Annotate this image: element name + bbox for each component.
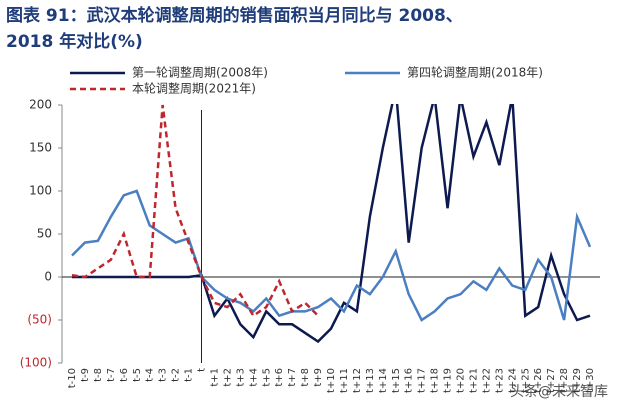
x-tick-label: t+16: [404, 368, 415, 393]
x-tick-label: t+5: [261, 368, 272, 387]
plot: [71, 104, 592, 344]
x-tick-label: t-10: [67, 368, 78, 388]
x-tick-label: t+6: [274, 368, 285, 387]
x-tick-label: t+12: [352, 368, 363, 393]
y-tick-label: 150: [29, 141, 52, 155]
x-tick-label: t+17: [417, 368, 428, 393]
x-tick-label: t+24: [507, 368, 518, 393]
x-tick-label: t+26: [533, 368, 544, 393]
x-tick-label: t+19: [443, 368, 454, 393]
series-line: [71, 189, 592, 322]
x-tick-label: t+2: [222, 368, 233, 387]
y-tick-label: 100: [29, 184, 52, 198]
x-tick-label: t-6: [119, 368, 130, 382]
x-tick-label: t-1: [184, 368, 195, 382]
x-tick-label: t-9: [80, 368, 91, 382]
x-tick-label: t+27: [546, 368, 557, 393]
x-tick-label: t-8: [93, 368, 104, 382]
x-tick-label: t+3: [235, 368, 246, 387]
x-tick-label: t+10: [326, 368, 337, 393]
x-tick-label: t+4: [248, 368, 259, 387]
x-tick-label: t+11: [339, 368, 350, 393]
chart-title: 图表 91：武汉本轮调整周期的销售面积当月同比与 2008、: [6, 5, 463, 26]
x-tick-label: t-7: [106, 368, 117, 382]
watermark: 头条@未来智库: [510, 383, 608, 400]
y-tick-label: 0: [44, 270, 52, 284]
x-tick-label: t+23: [494, 368, 505, 393]
x-tick-label: t: [197, 368, 208, 372]
series-line: [72, 104, 591, 344]
legend-label: 本轮调整周期(2021年): [132, 81, 256, 96]
x-tick-label: t+14: [378, 368, 389, 393]
x-tick-label: t+9: [313, 368, 324, 387]
x-tick-label: t+25: [520, 368, 531, 393]
x-tick-label: t+21: [468, 368, 479, 393]
x-tick-label: t+30: [585, 368, 596, 393]
x-tick-label: t+7: [287, 368, 298, 387]
y-tick-label: (100): [20, 356, 52, 370]
x-tick-label: t-5: [132, 368, 143, 382]
series-line: [71, 104, 319, 318]
x-tick-label: t-2: [171, 368, 182, 382]
x-tick-label: t+1: [209, 368, 220, 387]
legend-label: 第一轮调整周期(2008年): [132, 65, 268, 80]
y-tick-label: 50: [37, 227, 52, 241]
x-tick-label: t+20: [456, 368, 467, 393]
x-tick-label: t-4: [145, 368, 156, 382]
x-tick-label: t+13: [365, 368, 376, 393]
x-tick-label: t+18: [430, 368, 441, 393]
x-tick-label: t-3: [158, 368, 169, 382]
chart-subtitle: 2018 年对比(%): [6, 31, 143, 52]
x-tick-label: t+29: [572, 368, 583, 393]
x-tick-label: t+15: [391, 368, 402, 393]
y-tick-label: (50): [27, 313, 52, 327]
y-tick-label: 200: [29, 98, 52, 112]
x-tick-label: t+28: [559, 368, 570, 393]
x-tick-label: t+8: [300, 368, 311, 387]
legend-label: 第四轮调整周期(2018年): [407, 65, 543, 80]
x-tick-label: t+22: [481, 368, 492, 393]
